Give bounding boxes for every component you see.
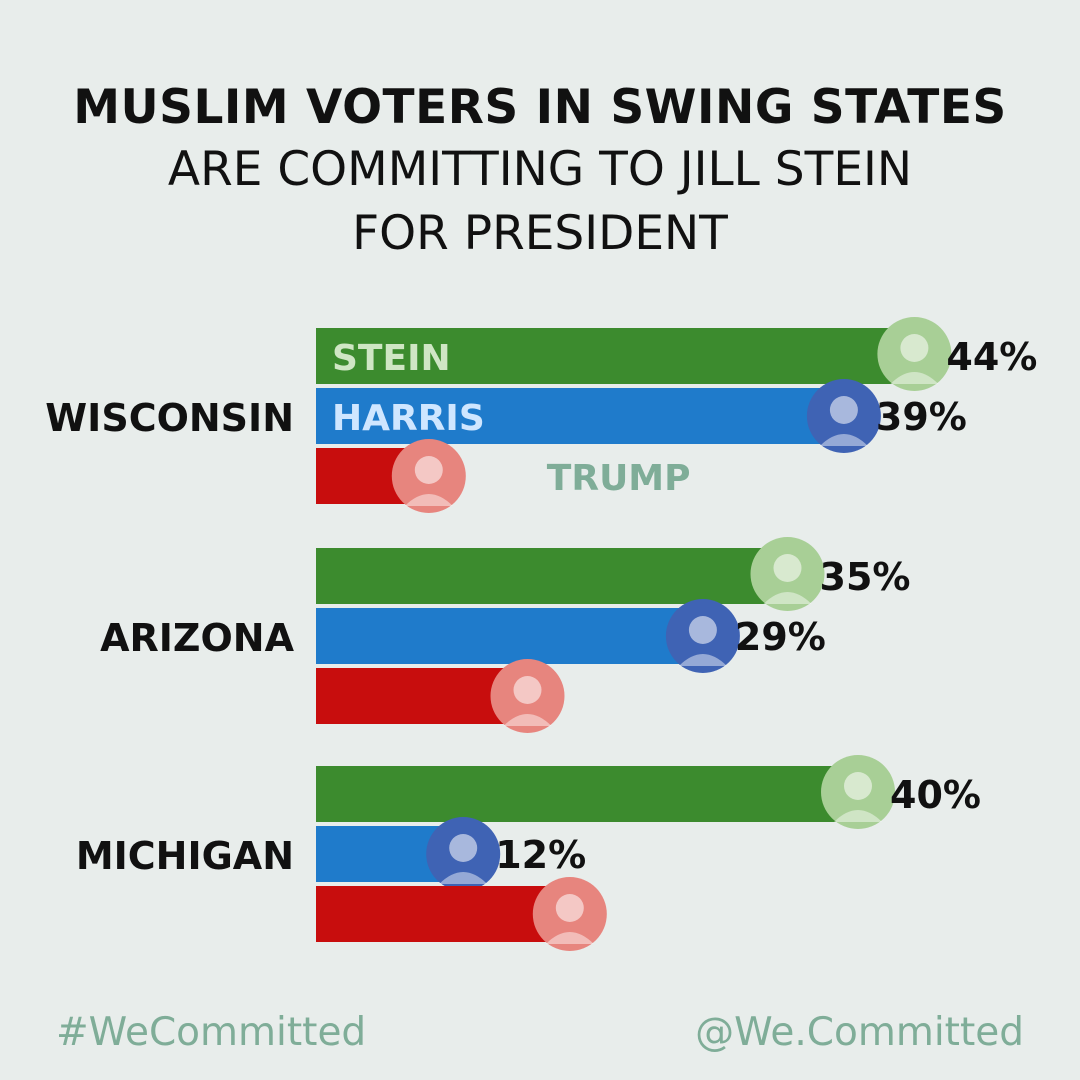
avatar-shoulders: [890, 372, 939, 384]
title-line-3: FOR PRESIDENT: [352, 206, 728, 261]
avatar-shoulders: [545, 932, 594, 944]
avatar-arizona-stein: [750, 537, 825, 611]
avatar-head: [773, 554, 802, 582]
avatar-shoulders: [678, 654, 727, 666]
bar-michigan-trump: [316, 886, 570, 942]
avatar-shoulders: [819, 434, 868, 446]
bar-wisconsin-stein: [316, 328, 937, 384]
avatar-head: [513, 676, 542, 704]
avatar-head: [844, 772, 872, 800]
avatar-michigan-stein: [821, 755, 895, 829]
category-label-wisconsin: WISCONSIN: [45, 396, 294, 440]
bar-arizona-stein: [316, 548, 810, 604]
avatar-arizona-trump: [490, 659, 565, 733]
handle-text: @We.Committed: [695, 1010, 1024, 1055]
avatar-wisconsin-harris: [806, 379, 881, 453]
avatar-head: [900, 334, 929, 362]
avatar-shoulders: [404, 494, 453, 506]
avatar-head: [555, 894, 584, 922]
avatar-head: [449, 834, 478, 862]
avatar-head: [688, 616, 717, 644]
value-label-michigan-stein: 40%: [890, 773, 981, 817]
avatar-shoulders: [834, 810, 882, 822]
avatar-head: [414, 456, 443, 484]
avatar-arizona-harris: [665, 599, 740, 673]
hashtag-text: #WeCommitted: [56, 1010, 367, 1055]
avatar-shoulders: [503, 714, 552, 726]
value-label-wisconsin-stein: 44%: [946, 335, 1037, 379]
chart-title: MUSLIM VOTERS IN SWING STATES ARE COMMIT…: [0, 78, 1080, 266]
avatar-head: [829, 396, 858, 424]
value-label-michigan-harris: 12%: [495, 833, 586, 877]
value-label-wisconsin-harris: 39%: [876, 395, 967, 439]
title-line-1: MUSLIM VOTERS IN SWING STATES: [73, 80, 1007, 135]
series-label-stein: STEIN: [332, 338, 451, 379]
value-label-arizona-stein: 35%: [820, 555, 911, 599]
bar-wisconsin-harris: [316, 388, 866, 444]
bar-michigan-stein: [316, 766, 880, 822]
series-label-trump: TRUMP: [547, 458, 691, 499]
category-label-arizona: ARIZONA: [100, 616, 294, 660]
avatar-michigan-trump: [532, 877, 607, 951]
category-label-michigan: MICHIGAN: [76, 834, 294, 878]
avatar-shoulders: [439, 872, 488, 884]
bar-arizona-harris: [316, 608, 725, 664]
avatar-shoulders: [763, 592, 812, 604]
avatar-wisconsin-trump: [391, 439, 466, 513]
series-label-harris: HARRIS: [332, 398, 485, 439]
avatar-wisconsin-stein: [877, 317, 952, 391]
title-line-2: ARE COMMITTING TO JILL STEIN: [167, 142, 913, 197]
value-label-arizona-harris: 29%: [735, 615, 826, 659]
avatar-michigan-harris: [426, 817, 501, 891]
